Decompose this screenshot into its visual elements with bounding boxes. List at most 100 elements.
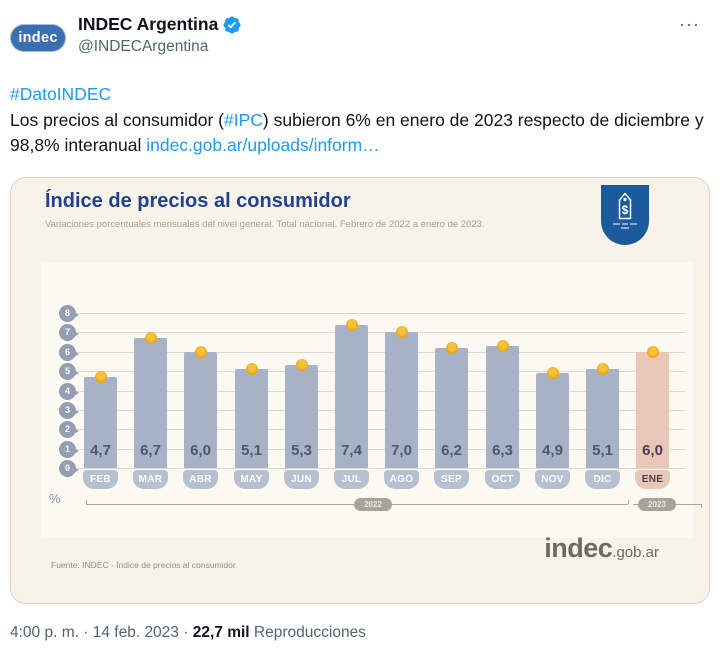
gridline-0 [73, 467, 685, 469]
bar-oct [486, 345, 519, 468]
y-tick-pin-7: 7 [59, 323, 79, 341]
bar-sep [435, 347, 468, 468]
y-tick-pin-8: 8 [59, 304, 79, 322]
views-label: Reproducciones [253, 623, 366, 641]
month-label-jul: JUL [334, 469, 369, 489]
author-name[interactable]: INDEC Argentina [78, 14, 219, 34]
y-tick-pin-6: 6 [59, 343, 79, 361]
verified-badge-icon [222, 15, 242, 35]
bar-abr [184, 351, 217, 468]
gridline-5 [73, 370, 685, 372]
coin-marker-abr [194, 345, 207, 358]
axis-tick [701, 503, 702, 508]
author-block: INDEC Argentina @INDECArgentina [78, 12, 673, 56]
tweet-text-segment: Los precios al consumidor ( [10, 109, 224, 130]
coin-marker-ago [395, 325, 408, 338]
coin-marker-jul [345, 318, 358, 331]
tweet-header: indec INDEC Argentina @INDECArgentina ··… [0, 0, 720, 64]
chart-title: Índice de precios al consumidor [45, 189, 351, 212]
gridline-4 [73, 390, 685, 392]
avatar[interactable]: indec [10, 12, 66, 64]
month-label-abr: ABR [183, 469, 218, 489]
brand-suffix: .gob.ar [612, 543, 659, 561]
svg-text:$: $ [622, 203, 629, 217]
bar-value-oct: 6,3 [492, 441, 513, 459]
y-tick-pin-5: 5 [59, 362, 79, 380]
chart-subtitle: Variaciones porcentuales mensuales del n… [45, 218, 485, 230]
coin-marker-nov [546, 366, 559, 379]
views-count: 22,7 mil [192, 623, 250, 641]
gridline-3 [73, 409, 685, 411]
bar-dic [586, 368, 619, 468]
bar-value-feb: 4,7 [90, 441, 111, 459]
coin-marker-sep [445, 341, 458, 354]
month-label-ene: ENE [635, 469, 670, 489]
gridline-8 [73, 312, 685, 314]
meta-separator: · [183, 623, 189, 641]
coin-marker-mar [144, 331, 157, 344]
tweet-meta-footer: 4:00 p. m. · 14 feb. 2023 · 22,7 mil Rep… [0, 624, 720, 642]
tweet-date: 14 feb. 2023 [92, 623, 179, 641]
y-tick-pin-0: 0 [59, 459, 79, 477]
bar-feb [84, 376, 117, 468]
bar-chart: 0 1 2 3 4 5 6 7 8 4,7 FEB 6,7 MAR 6,0 ABR 5,1 MAY 5,3 JUN 7… [11, 178, 709, 603]
coin-marker-oct [496, 339, 509, 352]
tweet-text-segment: ) subieron 6% en enero de 2023 respecto … [10, 109, 704, 156]
axis-tick [86, 499, 87, 504]
tweet-post: indec INDEC Argentina @INDECArgentina ··… [0, 0, 720, 642]
month-label-sep: SEP [434, 469, 469, 489]
coin-marker-ene [646, 345, 659, 358]
tweet-link[interactable]: indec.gob.ar/uploads/inform… [146, 135, 380, 155]
y-tick-pin-4: 4 [59, 382, 79, 400]
bar-value-jun: 5,3 [291, 441, 312, 459]
month-label-feb: FEB [83, 469, 118, 489]
month-label-oct: OCT [485, 469, 520, 489]
gridline-7 [73, 331, 685, 333]
month-label-may: MAY [234, 469, 269, 489]
indec-logo: indec [10, 24, 66, 52]
indec-wordmark: indec .gob.ar [544, 533, 659, 564]
bar-nov [536, 372, 569, 468]
gridline-6 [73, 351, 685, 353]
coin-marker-feb [94, 370, 107, 383]
y-tick-pin-2: 2 [59, 420, 79, 438]
month-label-dic: DIC [585, 469, 620, 489]
chart-source: Fuente: INDEC - Índice de precios al con… [51, 559, 236, 570]
meta-separator: · [83, 623, 89, 641]
tweet-time: 4:00 p. m. [10, 623, 79, 641]
bar-ene [636, 351, 669, 468]
bar-value-mar: 6,7 [140, 441, 161, 459]
year-label-2022: 2022 [354, 497, 392, 511]
month-label-ago: AGO [384, 469, 419, 489]
author-handle[interactable]: @INDECArgentina [78, 38, 209, 55]
bar-value-abr: 6,0 [190, 441, 211, 459]
month-label-mar: MAR [133, 469, 168, 489]
bar-jun [285, 364, 318, 468]
y-tick-pin-1: 1 [59, 440, 79, 458]
gridline-2 [73, 428, 685, 430]
bar-value-sep: 6,2 [441, 441, 462, 459]
tweet-media-chart-card[interactable]: Índice de precios al consumidor Variacio… [10, 176, 710, 604]
gridline-1 [73, 448, 685, 450]
coin-marker-may [245, 362, 258, 375]
bar-value-ago: 7,0 [391, 441, 412, 459]
hashtag-ipc[interactable]: #IPC [223, 109, 263, 130]
axis-tick [628, 499, 629, 504]
more-menu-button[interactable]: ··· [679, 14, 700, 34]
year-label-2023: 2023 [638, 497, 676, 511]
bar-value-jul: 7,4 [341, 441, 362, 459]
bar-value-may: 5,1 [241, 441, 262, 459]
bar-ago [385, 331, 418, 468]
bar-value-ene: 6,0 [642, 441, 663, 459]
bar-value-nov: 4,9 [542, 441, 563, 459]
coin-marker-jun [295, 358, 308, 371]
bar-may [235, 368, 268, 468]
y-axis-unit-label: % [49, 490, 61, 506]
price-tag-icon: $ [601, 184, 649, 245]
y-tick-pin-3: 3 [59, 401, 79, 419]
bar-mar [134, 337, 167, 468]
hashtag-datoindec[interactable]: #DatoINDEC [10, 84, 112, 104]
coin-marker-dic [596, 362, 609, 375]
tweet-text: #DatoINDEC Los precios al consumidor (#I… [0, 82, 720, 159]
month-label-nov: NOV [535, 469, 570, 489]
